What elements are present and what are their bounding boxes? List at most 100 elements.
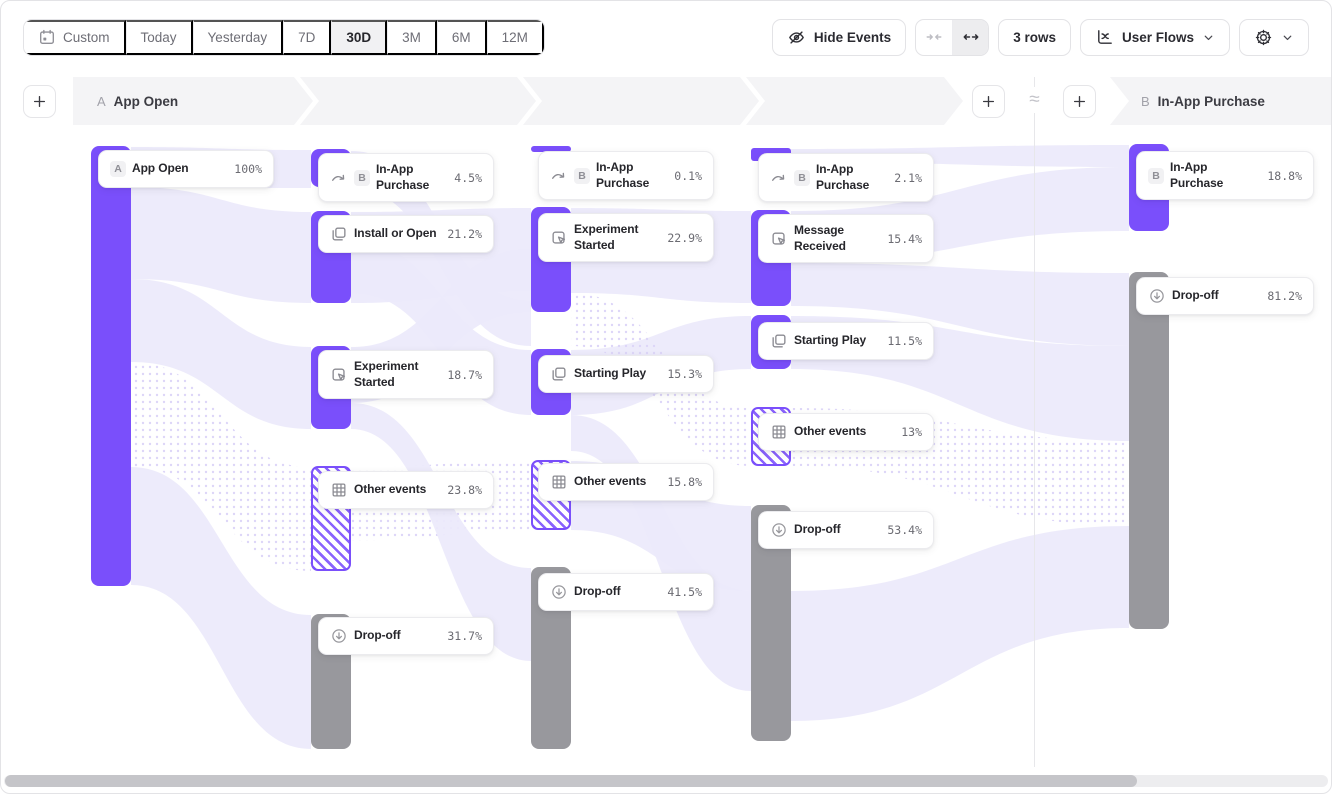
node-card-2-experiment-started[interactable]: Experiment Started 22.9% xyxy=(538,213,714,263)
add-step-button-left[interactable] xyxy=(23,85,56,118)
event-label: App Open xyxy=(132,161,189,176)
node-card-2-starting-play[interactable]: Starting Play 15.3% xyxy=(538,355,714,393)
step-segment-1[interactable] xyxy=(300,77,536,125)
grid-icon xyxy=(770,423,788,441)
plus-icon xyxy=(1072,94,1087,109)
horizontal-scrollbar-thumb[interactable] xyxy=(5,775,1137,787)
date-range-6m[interactable]: 6M xyxy=(436,19,487,55)
node-card-1-experiment-started[interactable]: Experiment Started 18.7% xyxy=(318,350,494,400)
drop-off-icon xyxy=(550,583,568,601)
node-card-4-drop-off[interactable]: Drop-off 81.2% xyxy=(1136,277,1314,315)
flow-ribbon xyxy=(131,362,311,571)
date-range-label: 6M xyxy=(451,29,471,45)
date-range-label: 7D xyxy=(298,29,316,45)
event-percentage: 4.5% xyxy=(454,170,482,185)
node-bar-2-in-app-purchase[interactable] xyxy=(531,146,571,152)
toolbar-right-group: Hide Events 3 rows User Flows xyxy=(771,18,1309,56)
event-percentage: 13% xyxy=(901,425,922,439)
date-range-3m[interactable]: 3M xyxy=(387,19,437,55)
grid-icon xyxy=(550,473,568,491)
expand-width-button[interactable] xyxy=(952,19,989,55)
event-percentage: 23.8% xyxy=(447,483,482,497)
step-segment-2[interactable] xyxy=(523,77,759,125)
hide-events-button[interactable]: Hide Events xyxy=(771,18,907,56)
overlap-squares-icon xyxy=(330,225,348,243)
flow-ribbon xyxy=(571,415,751,691)
event-percentage: 2.1% xyxy=(894,170,922,185)
event-label: Drop-off xyxy=(574,584,621,599)
date-range-label: Custom xyxy=(63,29,110,45)
flow-arrow-icon xyxy=(330,169,348,187)
collapse-width-button[interactable] xyxy=(916,20,952,55)
rows-button[interactable]: 3 rows xyxy=(998,18,1071,56)
node-card-4-in-app-purchase[interactable]: B In-App Purchase 18.8% xyxy=(1136,151,1314,201)
node-card-3-message-received[interactable]: Message Received 15.4% xyxy=(758,214,934,264)
step-name-in-app-purchase: In-App Purchase xyxy=(1157,93,1265,109)
collapse-icon xyxy=(925,28,943,46)
line-chart-icon xyxy=(1095,28,1114,47)
node-card-2-in-app-purchase[interactable]: B In-App Purchase 0.1% xyxy=(538,151,714,201)
node-card-0-app-open[interactable]: A App Open 100% xyxy=(98,150,274,188)
event-badge-b: B xyxy=(794,169,810,186)
date-range-label: 30D xyxy=(346,29,372,45)
steps-divider xyxy=(1034,77,1035,767)
node-card-3-starting-play[interactable]: Starting Play 11.5% xyxy=(758,322,934,360)
event-percentage: 0.1% xyxy=(674,168,702,183)
event-percentage: 18.8% xyxy=(1267,168,1302,183)
settings-dropdown[interactable] xyxy=(1239,18,1309,56)
flow-steps-header: A App Open B In-App Purchase xyxy=(1,77,1331,125)
date-range-yesterday[interactable]: Yesterday xyxy=(192,19,284,55)
cursor-click-icon xyxy=(770,230,788,248)
cursor-click-icon xyxy=(330,366,348,384)
eye-off-icon xyxy=(787,28,806,47)
date-range-12m[interactable]: 12M xyxy=(486,19,544,55)
step-segment-3[interactable] xyxy=(746,77,963,125)
node-card-2-other-events[interactable]: Other events 15.8% xyxy=(538,463,714,501)
date-range-30d[interactable]: 30D xyxy=(331,19,388,55)
step-name-app-open: App Open xyxy=(113,93,179,109)
date-range-7d[interactable]: 7D xyxy=(283,19,332,55)
node-card-2-drop-off[interactable]: Drop-off 41.5% xyxy=(538,573,714,611)
event-percentage: 15.4% xyxy=(887,231,922,246)
node-card-1-install-or-open[interactable]: Install or Open 21.2% xyxy=(318,215,494,253)
approx-symbol: ≈ xyxy=(1020,87,1049,113)
drop-off-icon xyxy=(330,627,348,645)
event-badge-b: B xyxy=(574,167,590,184)
node-bar-0-app-open[interactable] xyxy=(91,146,131,586)
date-range-label: 12M xyxy=(501,29,528,45)
node-card-3-drop-off[interactable]: Drop-off 53.4% xyxy=(758,511,934,549)
event-percentage: 15.8% xyxy=(667,475,702,489)
node-card-3-other-events[interactable]: Other events 13% xyxy=(758,413,934,451)
node-card-1-other-events[interactable]: Other events 23.8% xyxy=(318,471,494,509)
node-card-3-in-app-purchase[interactable]: B In-App Purchase 2.1% xyxy=(758,153,934,203)
node-card-1-drop-off[interactable]: Drop-off 31.7% xyxy=(318,617,494,655)
add-step-button-right[interactable] xyxy=(1063,85,1096,118)
step-segment-b[interactable] xyxy=(1110,77,1331,125)
date-range-label: Yesterday xyxy=(207,29,268,45)
chevron-down-icon xyxy=(1202,31,1215,44)
step-letter-a: A xyxy=(97,93,106,109)
node-bar-4-drop-off[interactable] xyxy=(1129,272,1169,629)
event-label: Experiment Started xyxy=(574,222,639,252)
chart-type-dropdown[interactable]: User Flows xyxy=(1079,18,1230,56)
rows-label: 3 rows xyxy=(1013,29,1056,45)
date-range-custom[interactable]: Custom xyxy=(24,19,126,55)
flow-ribbon xyxy=(131,467,311,749)
event-percentage: 53.4% xyxy=(887,523,922,537)
horizontal-scrollbar[interactable] xyxy=(4,775,1328,787)
node-card-1-in-app-purchase[interactable]: B In-App Purchase 4.5% xyxy=(318,153,494,203)
overlap-squares-icon xyxy=(550,365,568,383)
step-segment-a[interactable] xyxy=(73,77,313,125)
event-label: In-App Purchase xyxy=(596,160,650,190)
hide-events-label: Hide Events xyxy=(813,29,892,45)
step-letter-b: B xyxy=(1141,93,1150,109)
flow-arrow-icon xyxy=(550,167,568,185)
date-range-today[interactable]: Today xyxy=(125,19,193,55)
flow-ribbon xyxy=(131,187,311,303)
event-label: In-App Purchase xyxy=(376,162,430,192)
drop-off-icon xyxy=(1148,287,1166,305)
event-label: Install or Open xyxy=(354,226,437,241)
add-step-button-middle[interactable] xyxy=(972,85,1005,118)
toolbar: Custom Today Yesterday 7D 30D 3M 6M 12M Hide Ev… xyxy=(1,1,1331,73)
